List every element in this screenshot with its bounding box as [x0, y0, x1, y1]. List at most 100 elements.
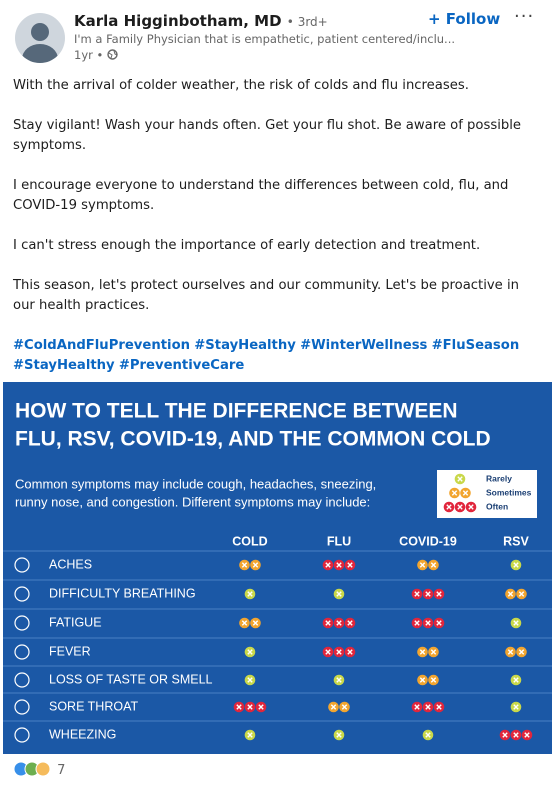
icon-x [325, 649, 331, 655]
frequency-icon [244, 729, 256, 741]
row-label: WHEEZING [49, 727, 116, 741]
paragraph: With the arrival of colder weather, the … [13, 78, 469, 93]
icon-x [430, 562, 437, 568]
row-label: LOSS OF TASTE OR SMELL [49, 672, 213, 686]
more-menu[interactable]: ··· [514, 6, 535, 27]
reaction-count: 7 [57, 763, 66, 778]
row-label: ACHES [49, 557, 92, 571]
symptom-icon [14, 586, 30, 602]
intro-text: runny nose, and congestion. Different sy… [15, 494, 370, 509]
icon-x [336, 732, 342, 738]
icon-x [241, 620, 248, 626]
icon-x [513, 732, 519, 738]
icon-x [425, 732, 431, 738]
frequency-icon [505, 646, 527, 658]
frequency-icon [244, 674, 256, 686]
icon-x [446, 504, 452, 510]
icon-x [451, 490, 458, 496]
icon-x [457, 504, 463, 510]
icon-x [414, 620, 420, 626]
frequency-icon [505, 588, 527, 600]
frequency-icon [499, 729, 533, 741]
hashtags: #ColdAndFluPrevention #StayHealthy #Wint… [13, 336, 545, 376]
column-header: COLD [232, 534, 267, 548]
frequency-icon [411, 701, 445, 713]
globe-icon [107, 49, 118, 60]
icon-x [236, 704, 242, 710]
row-label: DIFFICULTY BREATHING [49, 586, 196, 600]
icon-x [336, 677, 342, 683]
icon-x [468, 504, 474, 510]
icon-x [507, 649, 514, 655]
author-row: Karla Higginbotham, MD • 3rd+ [74, 12, 328, 30]
frequency-icon [239, 559, 261, 571]
icon-x [462, 490, 469, 496]
icon-x [336, 649, 342, 655]
icon-x [502, 732, 508, 738]
follow-button[interactable]: + Follow [428, 10, 501, 28]
paragraph: This season, let's protect ourselves and… [13, 278, 520, 313]
legend-label: Often [486, 501, 508, 511]
frequency-icon [328, 701, 350, 713]
frequency-icon [333, 674, 345, 686]
icon-x [252, 620, 259, 626]
column-header: COVID-19 [399, 534, 457, 548]
frequency-icon [322, 646, 356, 658]
frequency-icon [443, 501, 477, 513]
degree: • 3rd+ [286, 15, 328, 29]
frequency-icon [322, 559, 356, 571]
symptom-icon [14, 557, 30, 573]
hashtag[interactable]: #FluSeason [431, 338, 520, 353]
icon-x [414, 591, 420, 597]
reactions[interactable]: 7 [13, 761, 65, 778]
hashtag[interactable]: #StayHealthy [13, 358, 115, 373]
row-label: FEVER [49, 644, 91, 658]
icon-x [436, 704, 442, 710]
icon-x [247, 649, 253, 655]
icon-x [252, 562, 259, 568]
frequency-icon [417, 559, 439, 571]
icon-x [414, 704, 420, 710]
frequency-icon [333, 729, 345, 741]
symptom-icon [14, 699, 30, 715]
frequency-icon [449, 487, 471, 499]
icon-x [436, 620, 442, 626]
symptom-icon [14, 727, 30, 743]
icon-x [347, 562, 353, 568]
author-name[interactable]: Karla Higginbotham, MD [74, 12, 282, 30]
frequency-icon [454, 473, 466, 485]
icon-x [336, 562, 342, 568]
hashtag[interactable]: #WinterWellness [300, 338, 428, 353]
icon-x [247, 591, 253, 597]
icon-x [241, 562, 248, 568]
icon-x [336, 591, 342, 597]
icon-x [419, 562, 426, 568]
icon-x [330, 704, 337, 710]
time-row: 1yr • [74, 48, 118, 62]
icon-x [513, 677, 519, 683]
hashtag[interactable]: #ColdAndFluPrevention [13, 338, 191, 353]
icon-x [518, 649, 525, 655]
frequency-icon [233, 701, 267, 713]
hashtag[interactable]: #PreventiveCare [118, 358, 245, 373]
frequency-icon [244, 588, 256, 600]
icon-x [430, 649, 437, 655]
time: 1yr • [74, 48, 104, 62]
reaction-icons [13, 761, 51, 777]
row-label: SORE THROAT [49, 699, 138, 713]
icon-x [247, 732, 253, 738]
icon-x [258, 704, 264, 710]
avatar[interactable] [15, 13, 65, 63]
legend-label: Sometimes [486, 487, 532, 497]
panel [3, 382, 552, 754]
paragraph: I can't stress enough the importance of … [13, 238, 481, 253]
frequency-icon [239, 617, 261, 629]
paragraph: I encourage everyone to understand the d… [13, 178, 509, 213]
frequency-icon [417, 674, 439, 686]
icon-x [436, 591, 442, 597]
icon-x [341, 704, 348, 710]
hashtag[interactable]: #StayHealthy [194, 338, 296, 353]
frequency-icon [417, 646, 439, 658]
symptom-icon [14, 615, 30, 631]
